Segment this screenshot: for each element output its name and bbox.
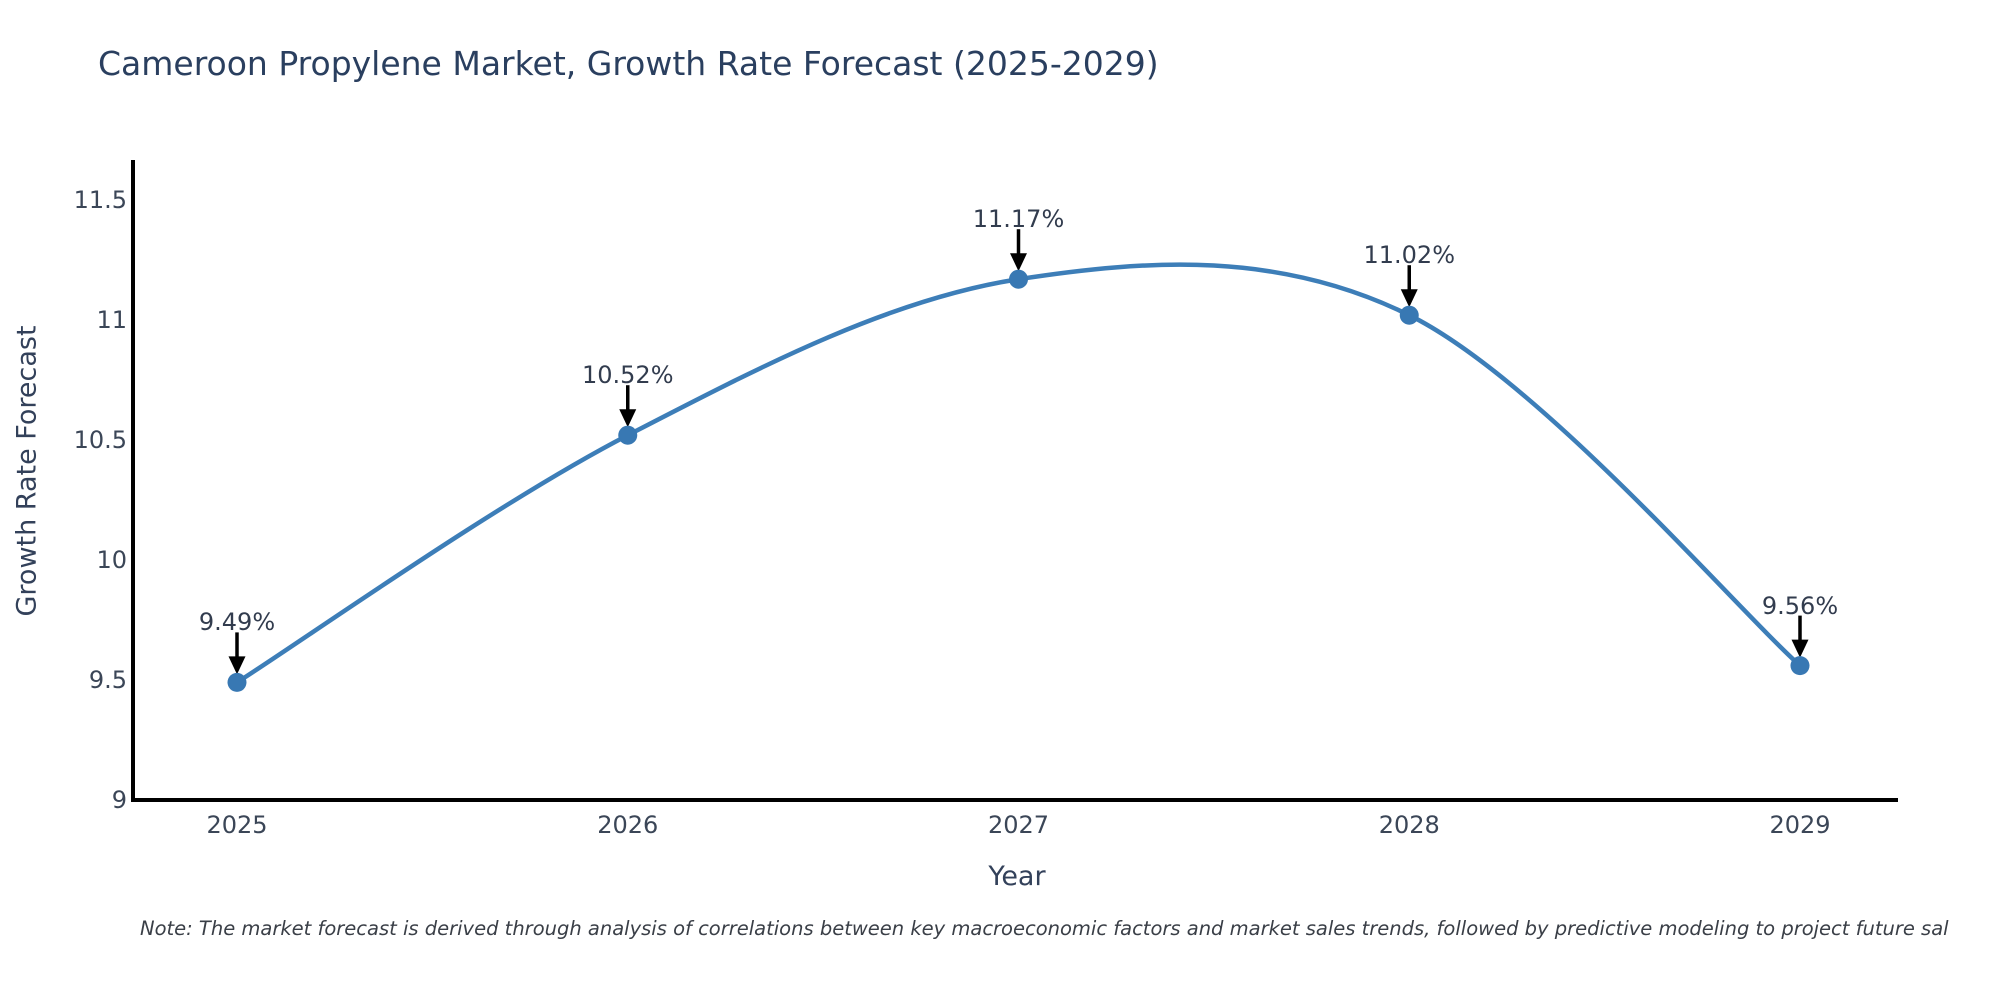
footnote: Note: The market forecast is derived thr…: [140, 917, 1949, 940]
data-point-marker-2029: [1790, 656, 1810, 676]
point-value-label-2025: 9.49%: [198, 608, 276, 637]
y-tick-label-11.5: 11.5: [73, 186, 127, 214]
annotation-arrow-head: [228, 656, 246, 675]
x-axis-title: Year: [988, 861, 1046, 892]
data-point-marker-2028: [1399, 305, 1419, 325]
point-value-label-2028: 11.02%: [1363, 241, 1455, 270]
annotation-arrow-head: [1791, 639, 1809, 658]
chart-title: Cameroon Propylene Market, Growth Rate F…: [98, 44, 1159, 83]
y-tick-label-9.5: 9.5: [88, 666, 127, 694]
x-tick-label-2025: 2025: [206, 811, 268, 839]
data-point-marker-2025: [227, 672, 247, 692]
forecast-line: [234, 262, 1803, 685]
x-tick-label-2026: 2026: [597, 811, 659, 839]
point-value-label-2027: 11.17%: [972, 205, 1065, 234]
x-tick-label-2028: 2028: [1378, 811, 1440, 839]
data-point-marker-2026: [618, 425, 638, 445]
x-tick-label-2027: 2027: [987, 811, 1050, 839]
point-value-label-2029: 9.56%: [1761, 591, 1839, 620]
x-tick-label-2029: 2029: [1769, 811, 1831, 839]
data-point-marker-2027: [1009, 269, 1028, 289]
y-tick-label-9: 9: [111, 786, 127, 814]
annotation-arrow-head: [619, 409, 637, 428]
y-tick-label-10.5: 10.5: [73, 426, 127, 454]
y-tick-label-10: 10: [96, 546, 127, 574]
annotation-arrow-head: [1010, 253, 1027, 272]
point-value-label-2026: 10.52%: [581, 361, 674, 390]
y-tick-label-11: 11: [96, 306, 127, 334]
annotation-arrow-head: [1400, 289, 1418, 308]
